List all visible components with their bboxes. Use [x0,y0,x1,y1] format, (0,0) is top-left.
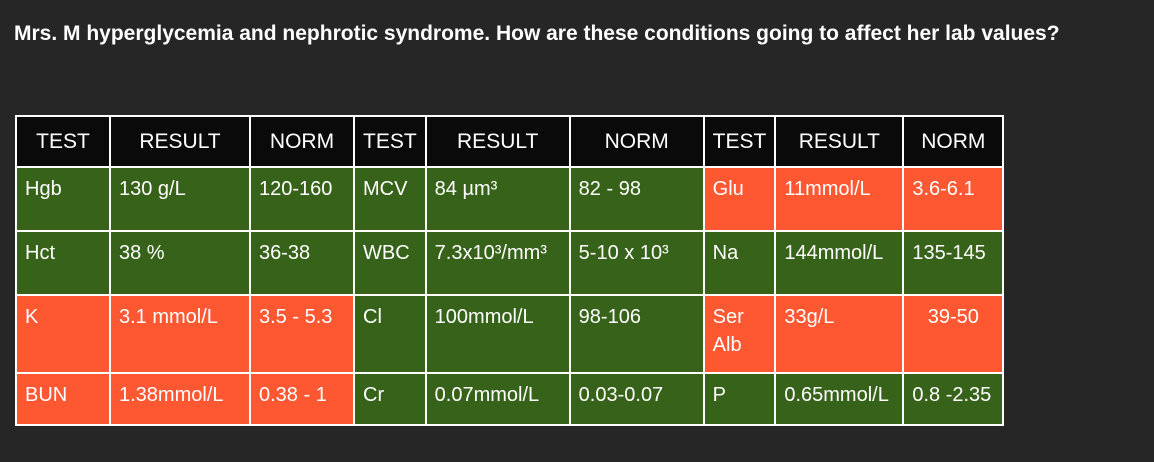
norm-cell: 0.03-0.07 [568,372,705,426]
table-row: BUN 1.38mmol/L 0.38 - 1 Cr 0.07mmol/L 0.… [15,372,1005,426]
test-name-cell: Hct [15,230,111,296]
test-name-cell: MCV [353,166,427,232]
test-name-cell: BUN [15,372,111,426]
norm-cell: 36-38 [249,230,355,296]
test-name-cell: K [15,294,111,374]
test-name-cell: Cr [353,372,427,426]
result-cell: 100mmol/L [424,294,571,374]
header-norm: NORM [902,115,1005,168]
result-cell: 7.3x10³/mm³ [424,230,571,296]
norm-cell: 0.8 -2.35 [902,372,1005,426]
test-name-line-1: Ser [712,306,744,328]
header-norm: NORM [568,115,705,168]
result-cell: 0.65mmol/L [774,372,905,426]
test-name-cell: Ser Alb [702,294,777,374]
norm-cell: 98-106 [568,294,705,374]
table-header-row: TEST RESULT NORM TEST RESULT NORM TEST R… [15,115,1005,168]
test-name-line-2: Alb [712,334,742,356]
test-name-cell: Hgb [15,166,111,232]
result-cell: 84 µm³ [424,166,571,232]
norm-cell: 82 - 98 [568,166,705,232]
test-name-cell: Cl [353,294,427,374]
table-row: Hct 38 % 36-38 WBC 7.3x10³/mm³ 5-10 x 10… [15,230,1005,296]
norm-cell: 5-10 x 10³ [568,230,705,296]
lab-values-table: TEST RESULT NORM TEST RESULT NORM TEST R… [15,115,1005,426]
test-name-cell: WBC [353,230,427,296]
table-row: K 3.1 mmol/L 3.5 - 5.3 Cl 100mmol/L 98-1… [15,294,1005,374]
result-cell: 1.38mmol/L [109,372,251,426]
norm-cell: 0.38 - 1 [249,372,355,426]
table-row: Hgb 130 g/L 120-160 MCV 84 µm³ 82 - 98 G… [15,166,1005,232]
test-name-cell: P [702,372,777,426]
norm-cell: 39-50 [902,294,1005,374]
norm-cell: 3.6-6.1 [902,166,1005,232]
header-result: RESULT [109,115,251,168]
result-cell: 3.1 mmol/L [109,294,251,374]
slide-title: Mrs. M hyperglycemia and nephrotic syndr… [14,22,1060,45]
norm-cell: 120-160 [249,166,355,232]
result-cell: 33g/L [774,294,905,374]
test-name-cell: Glu [702,166,777,232]
header-result: RESULT [774,115,905,168]
norm-cell: 3.5 - 5.3 [249,294,355,374]
result-cell: 11mmol/L [774,166,905,232]
test-name-cell: Na [702,230,777,296]
header-test: TEST [15,115,111,168]
header-norm: NORM [249,115,355,168]
result-cell: 38 % [109,230,251,296]
result-cell: 130 g/L [109,166,251,232]
norm-cell: 135-145 [902,230,1005,296]
result-cell: 144mmol/L [774,230,905,296]
result-cell: 0.07mmol/L [424,372,571,426]
header-test: TEST [702,115,777,168]
header-result: RESULT [424,115,571,168]
header-test: TEST [353,115,427,168]
